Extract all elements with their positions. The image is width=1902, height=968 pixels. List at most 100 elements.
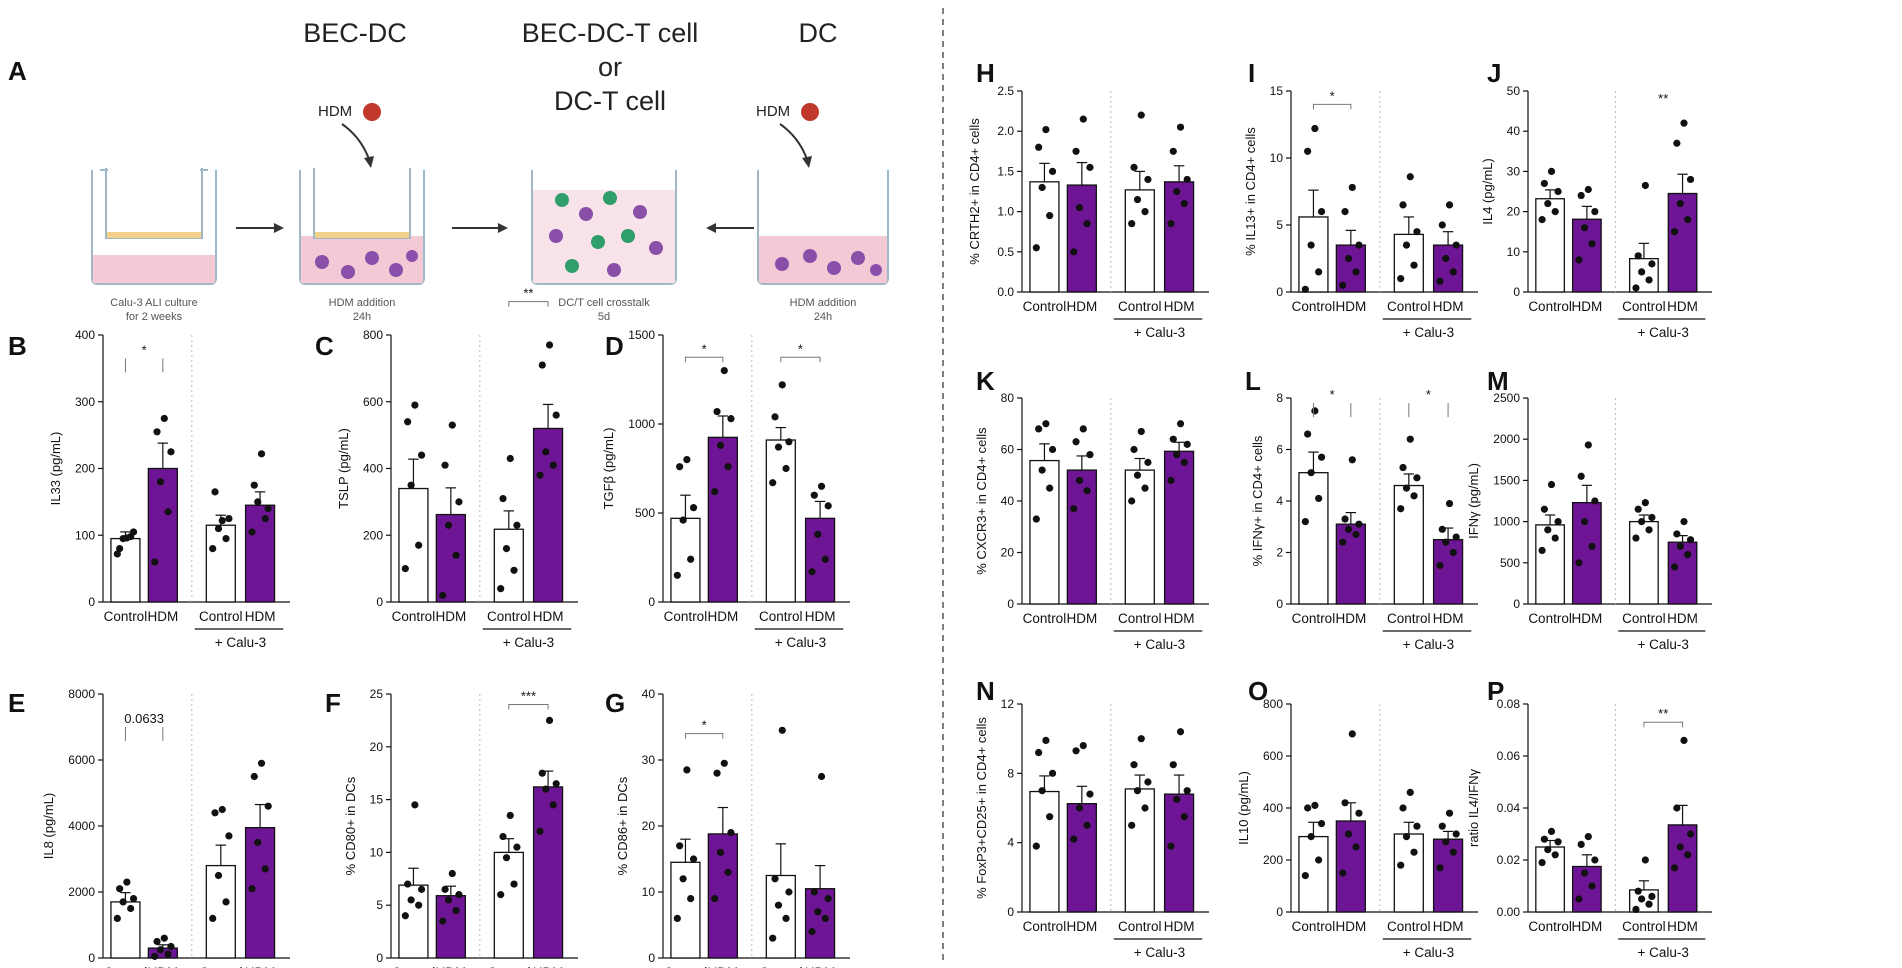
y-axis-label: TSLP (pg/mL) — [336, 428, 351, 509]
group-label-calu3: + Calu-3 — [1134, 945, 1185, 960]
x-category-label: HDM — [1433, 611, 1464, 626]
data-point — [1348, 456, 1356, 464]
bar-no-calu3-hdm — [1571, 501, 1602, 605]
y-tick-label: 60 — [1001, 443, 1015, 457]
bar-calu3-control — [1124, 189, 1155, 293]
group-label-calu3: + Calu-3 — [1134, 637, 1185, 652]
data-point — [1317, 453, 1326, 461]
panel-letter-i: I — [1248, 58, 1255, 88]
bar-no-calu3-hdm — [435, 895, 466, 959]
panel-letter-n: N — [976, 676, 995, 706]
y-tick-label: 40 — [1001, 494, 1015, 508]
data-point — [821, 555, 829, 563]
y-tick-label: 1000 — [1493, 515, 1520, 529]
y-axis-label: TGFβ (pg/mL) — [601, 428, 616, 510]
data-point — [689, 855, 698, 863]
data-point — [1554, 838, 1562, 846]
data-point — [407, 896, 415, 904]
bar-calu3-control — [1124, 788, 1155, 913]
data-point — [448, 869, 456, 878]
x-category-label: Control — [1528, 919, 1572, 934]
bar-no-calu3-control — [1298, 472, 1329, 605]
panel-letter-p: P — [1487, 676, 1504, 706]
x-category-label: HDM — [1066, 299, 1097, 314]
group-label-calu3: + Calu-3 — [775, 635, 826, 650]
y-tick-label: 400 — [1263, 801, 1283, 815]
bar-no-calu3-hdm — [1066, 184, 1097, 293]
data-point — [1133, 195, 1142, 204]
y-tick-label: 1000 — [628, 417, 655, 431]
y-tick-label: 200 — [363, 528, 383, 542]
y-tick-label: 100 — [75, 528, 95, 542]
x-category-label: Control — [392, 609, 436, 624]
data-point — [1591, 856, 1599, 864]
data-point — [441, 461, 449, 469]
data-point — [1317, 820, 1326, 828]
data-point — [771, 875, 779, 883]
data-point — [538, 361, 546, 369]
data-point — [506, 454, 514, 463]
data-point — [1032, 244, 1040, 252]
data-point — [1141, 804, 1149, 812]
y-tick-label: 5 — [1276, 218, 1283, 232]
y-tick-label: 0 — [1276, 285, 1283, 299]
data-point — [1588, 542, 1596, 550]
data-point — [1436, 277, 1444, 285]
data-point — [1169, 147, 1177, 155]
data-point — [1591, 497, 1599, 505]
data-point — [1341, 799, 1349, 807]
data-point — [1449, 548, 1457, 557]
y-axis-label: IFNγ (pg/mL) — [1466, 463, 1481, 539]
data-point — [1048, 167, 1057, 175]
data-point — [415, 901, 423, 909]
data-point — [1137, 427, 1145, 436]
y-tick-label: 500 — [635, 506, 655, 520]
data-point — [497, 585, 505, 593]
y-tick-label: 2500 — [1493, 391, 1520, 405]
group-label-calu3: + Calu-3 — [1403, 637, 1454, 652]
data-point — [1048, 769, 1057, 777]
data-point — [1632, 905, 1640, 914]
data-point — [1399, 804, 1407, 812]
data-point — [1176, 728, 1185, 736]
y-tick-label: 8 — [1276, 391, 1283, 405]
bar-calu3-control — [1629, 520, 1659, 605]
data-point — [123, 534, 131, 542]
data-point — [1042, 420, 1050, 428]
data-point — [1634, 887, 1642, 895]
panel-letter-a: A — [8, 56, 27, 86]
data-point — [1173, 187, 1181, 196]
data-point — [1588, 240, 1596, 248]
data-point — [1341, 515, 1349, 523]
x-category-label: HDM — [1572, 919, 1603, 934]
data-point — [814, 908, 822, 916]
step2-line2: 24h — [353, 311, 371, 323]
title-bec-dc: BEC-DC — [303, 18, 407, 48]
significance-bracket — [684, 733, 724, 739]
chart-panel-p: P 0.00 0.02 0.04 0.06 0.08 ratio IL4/IFNγ Contr… — [1466, 676, 1712, 960]
y-axis-label: IL8 (pg/mL) — [41, 793, 56, 859]
data-point — [1673, 804, 1681, 812]
data-point — [214, 871, 223, 880]
data-point — [510, 566, 518, 574]
data-point — [1352, 268, 1360, 276]
x-category-label: HDM — [1164, 611, 1195, 626]
y-tick-label: 80 — [1001, 391, 1015, 405]
data-point — [1042, 736, 1050, 745]
hdm-label-1: HDM — [318, 103, 352, 120]
data-point — [513, 843, 521, 851]
data-point — [444, 521, 453, 529]
data-point — [502, 545, 511, 553]
data-point — [209, 914, 217, 923]
bar-no-calu3-control — [1535, 846, 1565, 913]
data-point — [810, 491, 818, 499]
x-category-label: Control — [1387, 611, 1431, 626]
data-point — [1445, 809, 1454, 817]
data-point — [1591, 208, 1599, 216]
data-point — [1169, 761, 1177, 769]
x-category-label: HDM — [1572, 299, 1603, 314]
